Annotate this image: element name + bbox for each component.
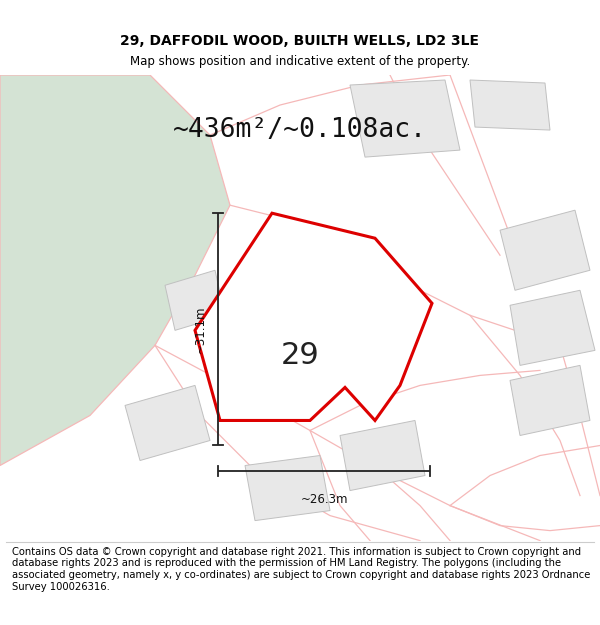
Polygon shape: [0, 75, 230, 466]
Polygon shape: [470, 80, 550, 130]
Polygon shape: [125, 386, 210, 461]
Text: 29, DAFFODIL WOOD, BUILTH WELLS, LD2 3LE: 29, DAFFODIL WOOD, BUILTH WELLS, LD2 3LE: [121, 34, 479, 48]
Polygon shape: [500, 210, 590, 290]
Text: ~26.3m: ~26.3m: [300, 492, 348, 506]
Polygon shape: [165, 270, 225, 331]
Polygon shape: [195, 213, 432, 421]
Text: Contains OS data © Crown copyright and database right 2021. This information is : Contains OS data © Crown copyright and d…: [12, 547, 590, 592]
Polygon shape: [510, 366, 590, 436]
Polygon shape: [340, 421, 425, 491]
Text: ~31.1m: ~31.1m: [193, 306, 206, 353]
Polygon shape: [245, 456, 330, 521]
Polygon shape: [350, 80, 460, 157]
Text: Map shows position and indicative extent of the property.: Map shows position and indicative extent…: [130, 55, 470, 68]
Polygon shape: [510, 290, 595, 366]
Text: 29: 29: [281, 341, 319, 370]
Text: ~436m²/~0.108ac.: ~436m²/~0.108ac.: [173, 117, 427, 143]
